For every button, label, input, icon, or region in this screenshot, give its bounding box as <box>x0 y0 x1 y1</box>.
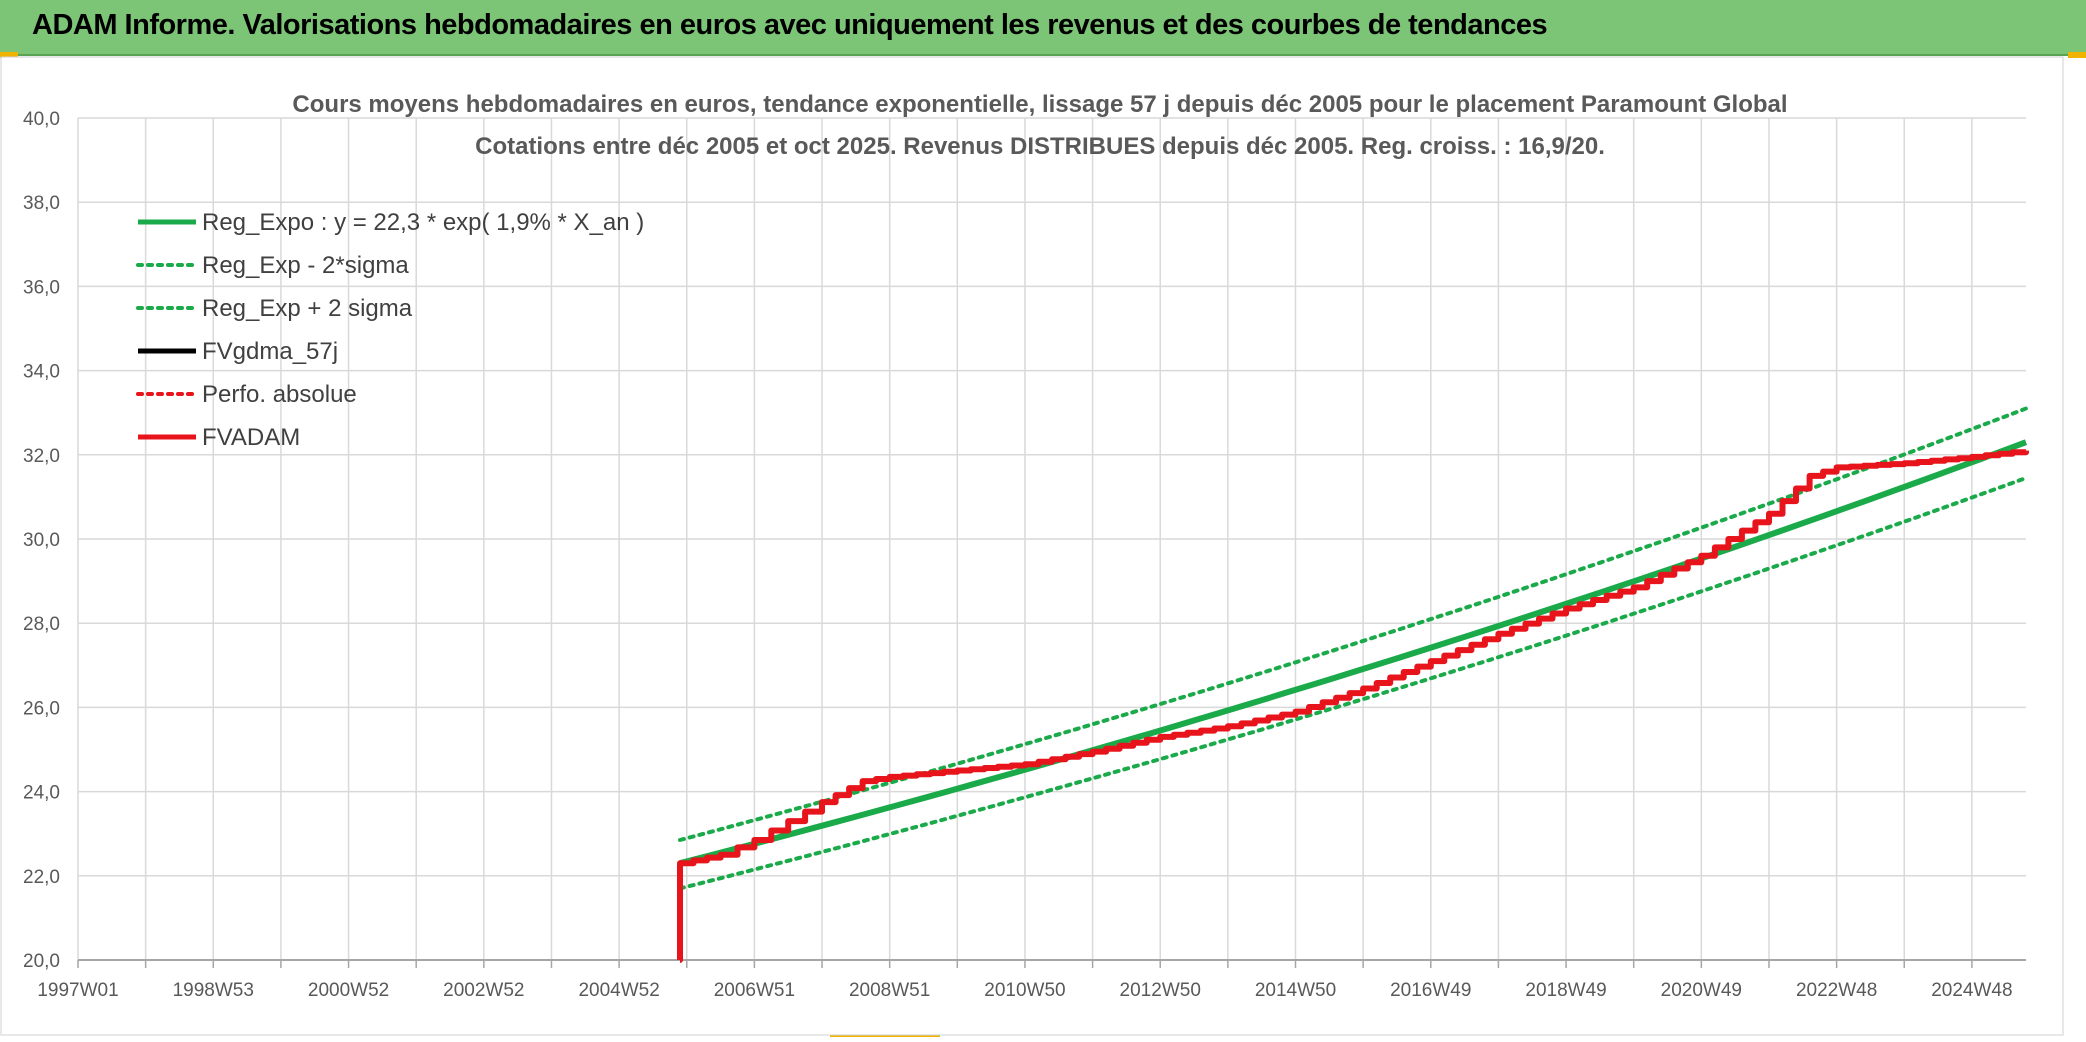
x-tick-label: 2006W51 <box>714 980 795 1001</box>
header-bar: ADAM Informe. Valorisations hebdomadaire… <box>0 0 2086 56</box>
grid <box>77 117 2026 961</box>
x-tick-label: 2014W50 <box>1255 980 1336 1001</box>
x-tick-label: 2022W48 <box>1796 980 1877 1001</box>
legend-label: FVADAM <box>202 424 300 451</box>
x-tick-label: 2000W52 <box>308 980 389 1001</box>
legend: Reg_Expo : y = 22,3 * exp( 1,9% * X_an )… <box>136 209 644 451</box>
y-tick-label: 24,0 <box>23 783 60 804</box>
y-tick-label: 40,0 <box>23 109 60 130</box>
x-tick-label: 1997W01 <box>37 980 118 1001</box>
legend-label: Reg_Exp + 2 sigma <box>202 295 413 322</box>
series-line-1 <box>678 476 2028 891</box>
corner-marker-top-left <box>0 52 18 58</box>
x-tick-label: 2008W51 <box>849 980 930 1001</box>
page-title: ADAM Informe. Valorisations hebdomadaire… <box>32 9 1548 41</box>
y-tick-label: 30,0 <box>23 530 60 551</box>
x-tick-label: 2004W52 <box>578 980 659 1001</box>
series-line-5 <box>677 449 2029 963</box>
corner-marker-top-right <box>2068 52 2086 58</box>
y-tick-label: 22,0 <box>23 867 60 888</box>
x-axis: 1997W01 1998W53 2000W52 2002W52 2004W52 2006W… <box>37 959 2026 1001</box>
legend-label: Reg_Exp - 2*sigma <box>202 252 409 279</box>
x-tick-label: 2024W48 <box>1931 980 2012 1001</box>
x-tick-label: 2016W49 <box>1390 980 1471 1001</box>
y-tick-label: 34,0 <box>23 362 60 383</box>
x-tick-label: 1998W53 <box>173 980 254 1001</box>
chart-subtitle: Cotations entre déc 2005 et oct 2025. Re… <box>475 133 1605 160</box>
series-line-0 <box>679 439 2028 867</box>
chart-svg: 20,0 22,0 24,0 26,0 28,0 30,0 32,0 34,0 36,0 38,0… <box>0 56 2064 1036</box>
chart-area: 20,0 22,0 24,0 26,0 28,0 30,0 32,0 34,0 36,0 38,0… <box>0 56 2086 1037</box>
x-tick-label: 2002W52 <box>443 980 524 1001</box>
y-tick-label: 36,0 <box>23 277 60 298</box>
series-group <box>677 406 2029 963</box>
x-tick-label: 2018W49 <box>1525 980 1606 1001</box>
legend-label: Perfo. absolue <box>202 381 357 408</box>
x-tick-label: 2010W50 <box>984 980 1065 1001</box>
x-tick-label: 2020W49 <box>1661 980 1742 1001</box>
y-tick-label: 26,0 <box>23 698 60 719</box>
legend-label: FVgdma_57j <box>202 338 338 365</box>
y-tick-label: 28,0 <box>23 614 60 635</box>
chart-title: Cours moyens hebdomadaires en euros, ten… <box>292 91 1787 118</box>
y-tick-label: 38,0 <box>23 193 60 214</box>
y-tick-label: 20,0 <box>23 951 60 972</box>
y-axis: 20,0 22,0 24,0 26,0 28,0 30,0 32,0 34,0 36,0 38,0… <box>23 109 60 972</box>
legend-label: Reg_Expo : y = 22,3 * exp( 1,9% * X_an ) <box>202 209 644 236</box>
x-tick-label: 2012W50 <box>1120 980 1201 1001</box>
chart-frame <box>0 56 2064 1036</box>
y-tick-label: 32,0 <box>23 446 60 467</box>
